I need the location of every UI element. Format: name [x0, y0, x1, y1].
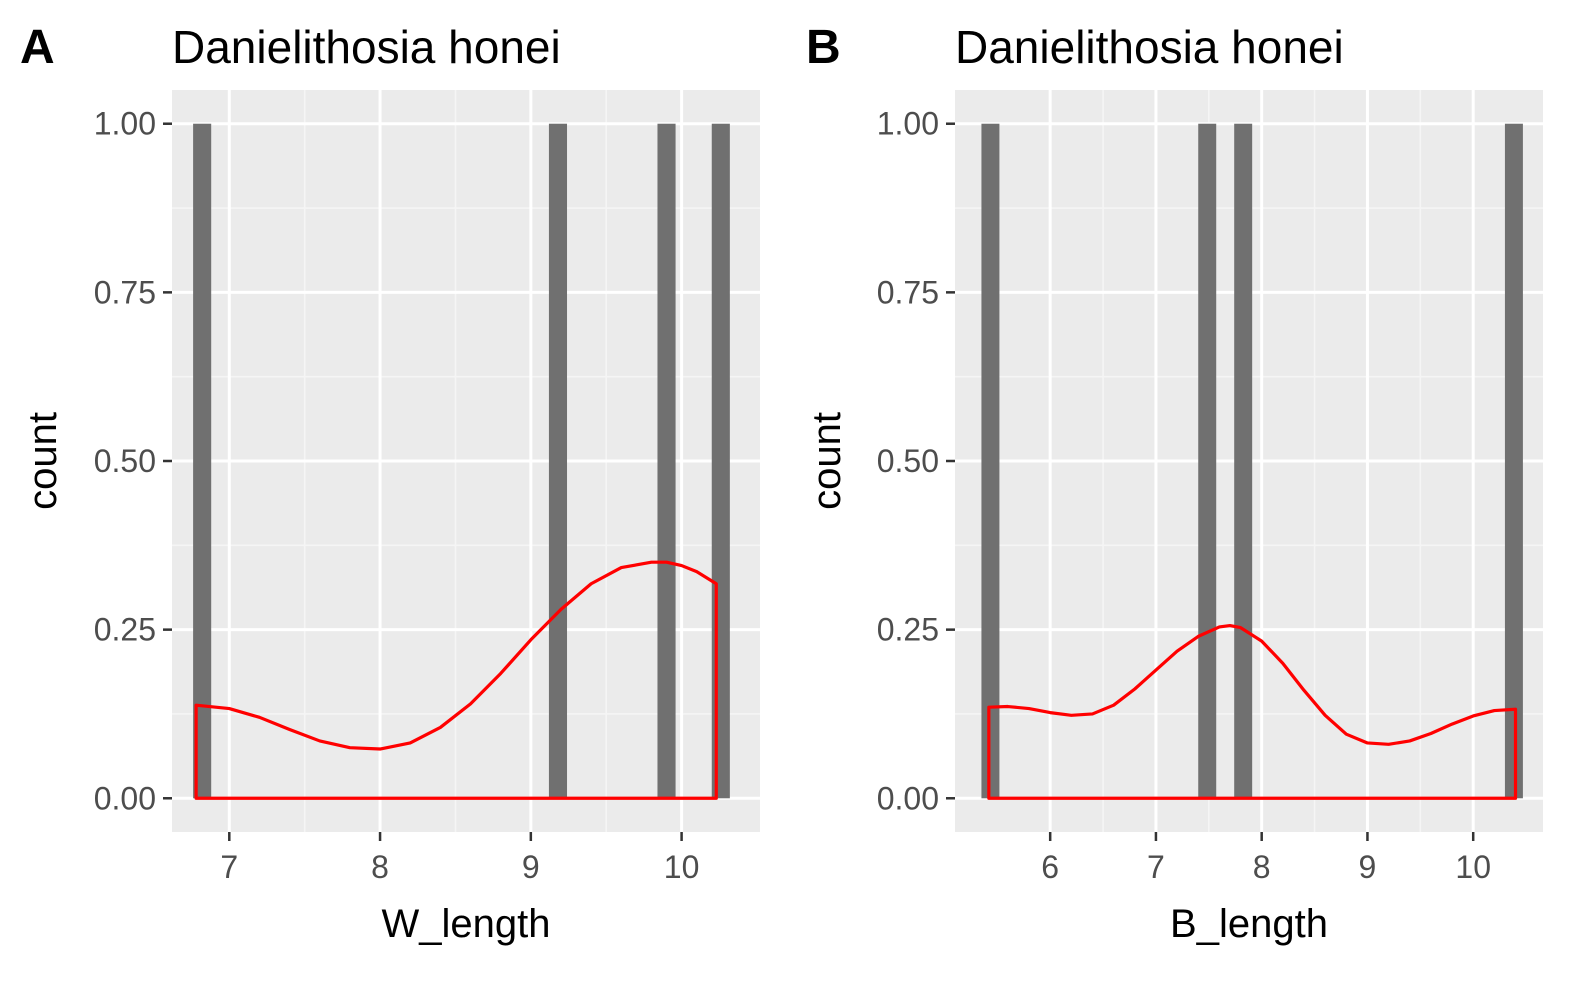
y-axis-label: count [21, 412, 65, 510]
y-tick-label: 0.25 [94, 612, 156, 648]
x-axis-ticks: 6 7 8 9 10 [1041, 832, 1491, 885]
histogram-bars [193, 123, 730, 799]
x-axis-label: W_length [382, 902, 551, 946]
y-tick-label: 1.00 [877, 106, 939, 142]
x-tick-label: 9 [1359, 849, 1377, 885]
histogram-bar [1234, 123, 1253, 799]
x-tick-label: 10 [664, 849, 700, 885]
chart-title: Danielithosia honei [955, 21, 1344, 73]
density-curve [987, 623, 1518, 800]
y-tick-label: 0.75 [94, 274, 156, 310]
histogram-bar [981, 123, 1000, 799]
density-curve-group [194, 560, 718, 800]
y-axis-label: count [805, 412, 849, 510]
histogram-bar [1198, 123, 1217, 799]
x-tick-label: 10 [1455, 849, 1491, 885]
x-axis-ticks: 7 8 9 10 [220, 832, 699, 885]
histogram-bar [711, 123, 730, 799]
y-tick-label: 0.75 [877, 274, 939, 310]
panel-tag: B [806, 21, 841, 74]
y-tick-label: 1.00 [94, 106, 156, 142]
density-curve [194, 560, 718, 800]
x-tick-label: 7 [220, 849, 238, 885]
x-tick-label: 9 [522, 849, 540, 885]
x-tick-label: 7 [1147, 849, 1165, 885]
x-tick-label: 6 [1041, 849, 1059, 885]
y-tick-label: 0.50 [877, 443, 939, 479]
panel-a: A Danielithosia honei 0.00 0.25 0.50 0.75 1.… [20, 21, 760, 946]
panel-tag: A [20, 21, 55, 74]
major-gridlines [172, 90, 760, 832]
x-axis-label: B_length [1170, 902, 1328, 946]
y-tick-label: 0.00 [94, 780, 156, 816]
histogram-bar [657, 123, 676, 799]
y-tick-label: 0.25 [877, 612, 939, 648]
histogram-bar [1504, 123, 1523, 799]
y-tick-label: 0.00 [877, 780, 939, 816]
x-tick-label: 8 [1253, 849, 1271, 885]
histogram-bar [548, 123, 568, 799]
chart-title: Danielithosia honei [172, 21, 561, 73]
histogram-bar [193, 123, 212, 799]
y-axis-ticks: 0.00 0.25 0.50 0.75 1.00 [94, 106, 172, 816]
y-axis-ticks: 0.00 0.25 0.50 0.75 1.00 [877, 106, 955, 816]
y-tick-label: 0.50 [94, 443, 156, 479]
density-curve-group [987, 623, 1518, 800]
panel-b: B Danielithosia honei 0.00 0.25 0.50 0.75 1.… [805, 21, 1543, 946]
x-tick-label: 8 [371, 849, 389, 885]
